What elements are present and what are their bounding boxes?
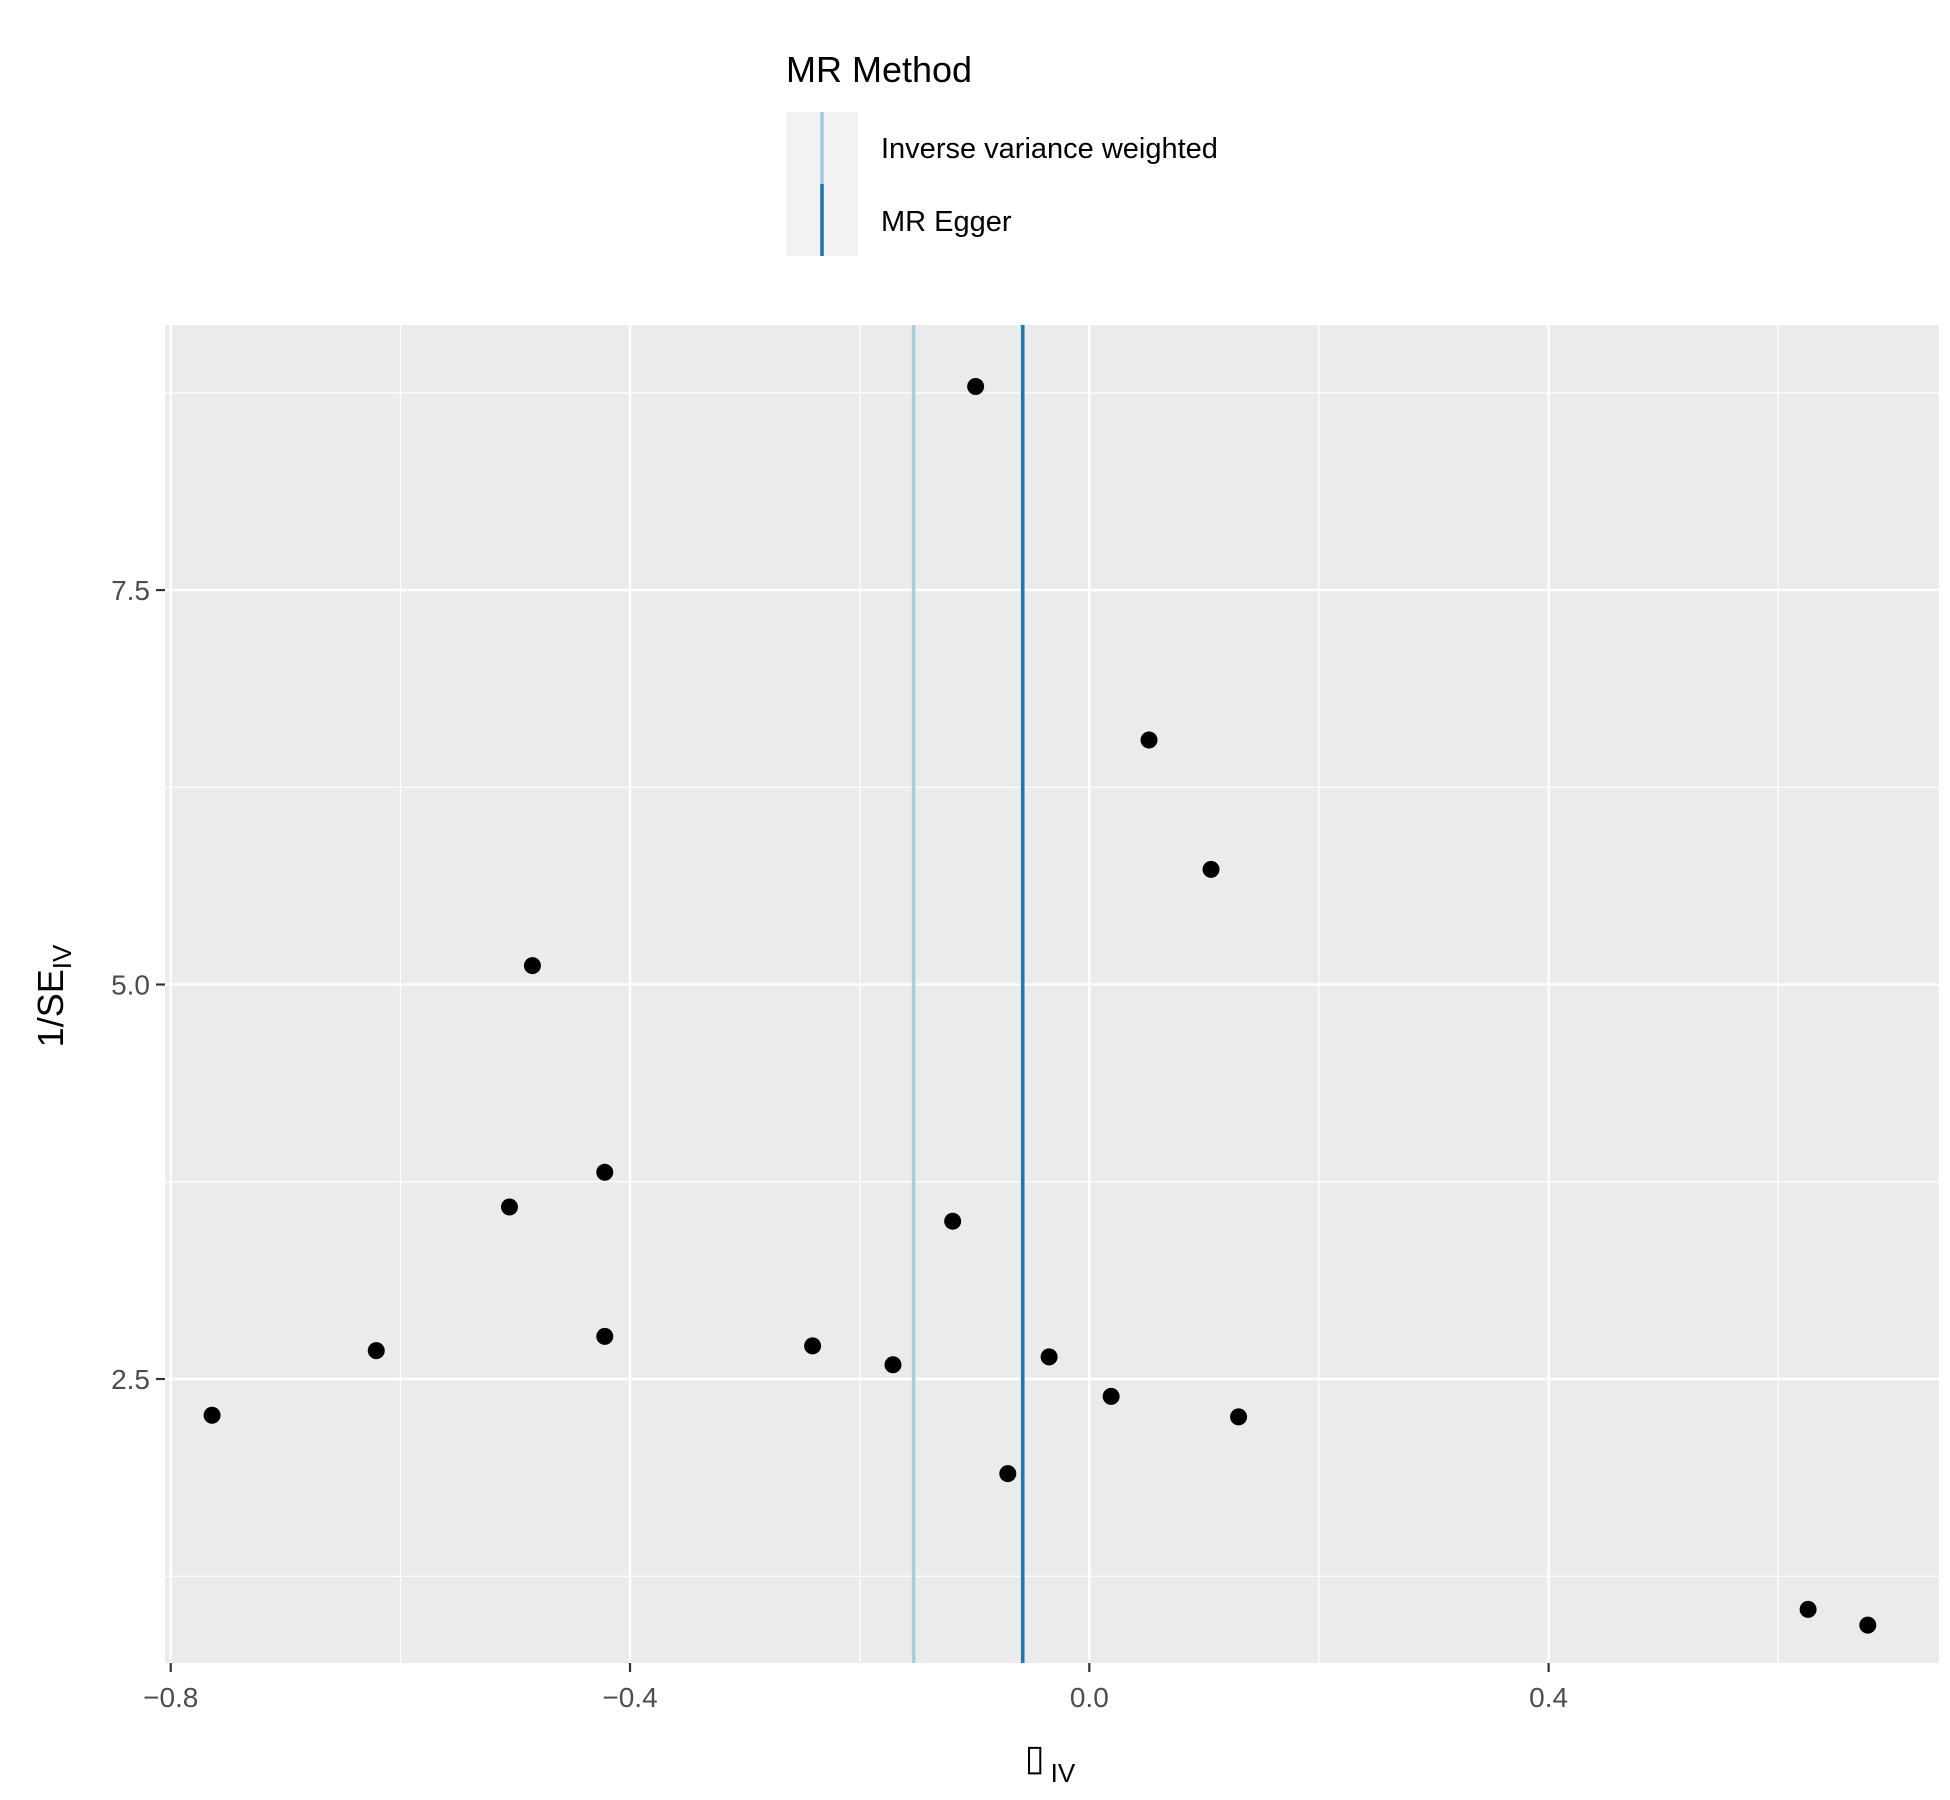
data-point <box>500 1198 518 1216</box>
x-axis-title-glyph: ▯ <box>1025 1737 1045 1778</box>
data-point <box>1202 860 1220 878</box>
y-tick-label: 2.5 <box>111 1364 150 1395</box>
data-point <box>523 957 541 975</box>
y-axis-title-sub: IV <box>47 944 77 969</box>
x-tick-label: 0.0 <box>1070 1682 1109 1713</box>
legend-label-egger: MR Egger <box>881 206 1012 238</box>
y-axis-title-main: 1/SE <box>30 969 71 1047</box>
y-axis-title: 1/SEIV <box>30 944 77 1047</box>
x-axis: −0.8 −0.4 0.0 0.4 <box>143 1663 1568 1713</box>
data-point <box>367 1342 385 1360</box>
x-axis-title-sub: IV <box>1051 1758 1076 1788</box>
y-tick-label: 5.0 <box>111 970 150 1001</box>
data-point <box>1040 1348 1058 1366</box>
gridlines <box>165 325 1939 1663</box>
x-axis-title: ▯ IV <box>1025 1737 1076 1788</box>
data-point <box>1102 1387 1120 1405</box>
data-point <box>967 378 985 396</box>
legend-label-ivw: Inverse variance weighted <box>881 133 1218 165</box>
x-tick-label: −0.4 <box>602 1682 657 1713</box>
method-lines <box>911 325 1025 1663</box>
data-point <box>203 1406 221 1424</box>
data-point <box>1140 731 1158 749</box>
data-point <box>804 1337 822 1355</box>
data-point <box>1230 1408 1248 1426</box>
y-axis: 2.5 5.0 7.5 <box>111 575 165 1395</box>
plot-panel <box>165 325 1939 1663</box>
y-tick-label: 7.5 <box>111 575 150 606</box>
data-point <box>999 1465 1017 1483</box>
x-tick-label: −0.8 <box>143 1682 198 1713</box>
data-points <box>203 378 1877 1634</box>
x-tick-label: 0.4 <box>1529 1682 1568 1713</box>
data-point <box>1859 1616 1877 1634</box>
legend-title: MR Method <box>786 49 972 90</box>
data-point <box>944 1212 962 1230</box>
data-point <box>596 1327 614 1345</box>
data-point <box>884 1356 902 1374</box>
legend: MR Method Inverse variance weighted MR E… <box>786 49 1218 256</box>
data-point <box>1799 1600 1817 1618</box>
data-point <box>596 1163 614 1181</box>
